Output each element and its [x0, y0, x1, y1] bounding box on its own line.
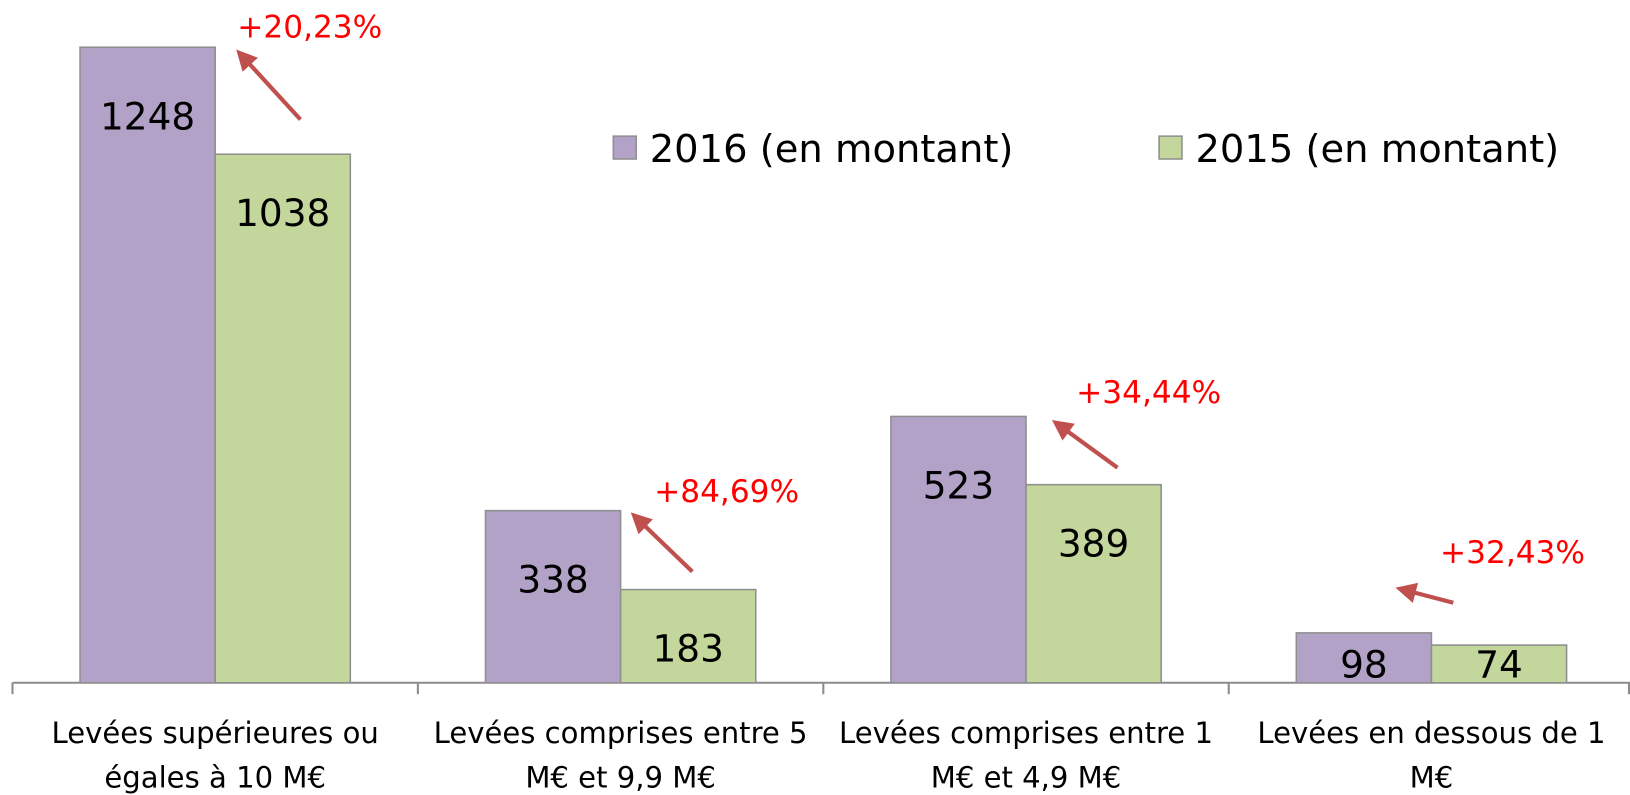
x-tick-label: égales à 10 M€ — [104, 761, 326, 795]
annotation-arrow — [630, 512, 694, 574]
annotation: +34,44% — [1076, 375, 1221, 411]
bar — [1025, 483, 1162, 684]
x-tick-label: M€ et 9,9 M€ — [525, 761, 716, 795]
annotation: +20,23% — [237, 9, 382, 45]
x-tick-label: Levées comprises entre 1 — [839, 716, 1213, 750]
value-label: 338 — [517, 558, 588, 602]
bar — [1430, 644, 1568, 684]
x-tick-label: M€ et 4,9 M€ — [931, 761, 1122, 795]
value-label: 98 — [1340, 643, 1388, 687]
legend-swatch — [1158, 135, 1183, 160]
annotation: +32,43% — [1440, 535, 1585, 571]
value-label: 389 — [1058, 521, 1129, 565]
legend-swatch — [612, 135, 637, 160]
bar — [214, 153, 352, 684]
value-label: 1038 — [235, 191, 330, 235]
x-tick-label: M€ — [1410, 761, 1454, 795]
value-label: 74 — [1475, 643, 1523, 687]
value-label: 523 — [923, 464, 994, 508]
x-tick-label: Levées en dessous de 1 — [1257, 716, 1605, 750]
annotation-arrow — [1395, 582, 1454, 605]
x-tick-label: Levées supérieures ou — [52, 716, 379, 750]
value-label: 183 — [652, 626, 723, 670]
bar — [1295, 632, 1433, 684]
x-tick-label: Levées comprises entre 5 — [434, 716, 808, 750]
value-label: 1248 — [100, 94, 195, 138]
bar — [890, 415, 1027, 684]
annotation-arrow — [1051, 419, 1119, 470]
annotation: +84,69% — [654, 474, 799, 510]
legend-label: 2015 (en montant) — [1195, 127, 1559, 172]
bar — [619, 588, 757, 684]
annotation-arrow — [236, 49, 302, 121]
legend-label: 2016 (en montant) — [650, 127, 1014, 172]
bar — [79, 46, 216, 684]
